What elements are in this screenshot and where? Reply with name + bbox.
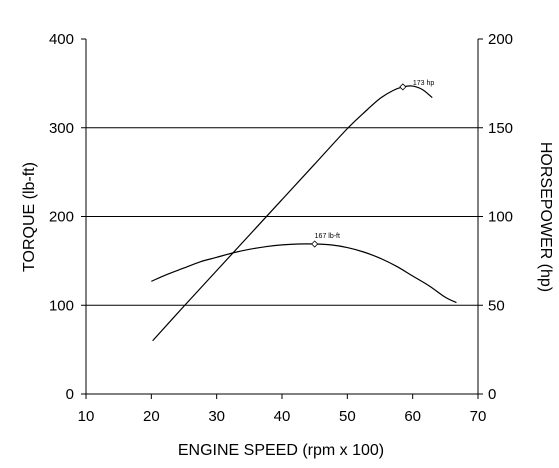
y-axis-left-label: TORQUE (lb-ft) — [21, 162, 38, 272]
horsepower-peak-marker — [399, 83, 407, 91]
y-left-tick-label: 0 — [66, 386, 74, 403]
torque-curve — [151, 243, 457, 304]
x-tick-label: 60 — [404, 408, 421, 425]
y-left-tick-label: 100 — [49, 297, 74, 314]
torque-peak-label: 167 lb-ft — [315, 233, 340, 240]
y-right-tick-label: 50 — [488, 297, 505, 314]
horsepower-curve — [152, 85, 433, 342]
x-tick-label: 50 — [339, 408, 356, 425]
data-series: 167 lb-ft 173 hp — [151, 80, 457, 342]
horsepower-peak-label: 173 hp — [413, 80, 435, 87]
axes — [81, 38, 483, 399]
x-tick-label: 20 — [143, 408, 160, 425]
torque-peak-marker — [311, 240, 319, 248]
y-left-tick-label: 300 — [49, 120, 74, 137]
y-right-tick-label: 150 — [488, 120, 513, 137]
x-tick-label: 40 — [274, 408, 291, 425]
y-left-tick-label: 200 — [49, 209, 74, 226]
y-right-tick-label: 200 — [488, 31, 513, 48]
y-right-tick-label: 0 — [488, 386, 496, 403]
x-tick-label: 10 — [78, 408, 95, 425]
gridlines — [86, 127, 478, 306]
x-tick-label: 70 — [470, 408, 487, 425]
x-tick-label: 30 — [208, 408, 225, 425]
x-axis-label: ENGINE SPEED (rpm x 100) — [178, 442, 384, 459]
y-left-tick-label: 400 — [49, 31, 74, 48]
y-right-tick-label: 100 — [488, 209, 513, 226]
y-axis-right-label: HORSEPOWER (hp) — [537, 142, 554, 292]
